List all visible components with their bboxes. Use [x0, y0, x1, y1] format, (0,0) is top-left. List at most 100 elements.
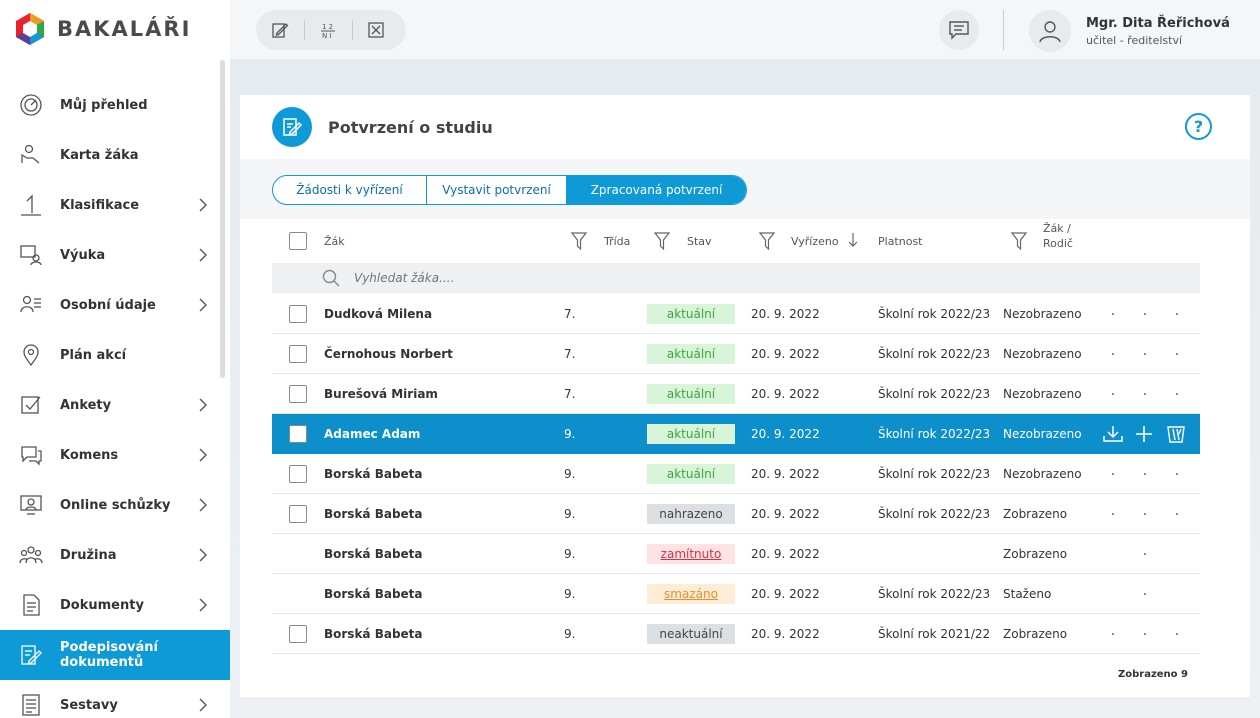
table-row[interactable]: Burešová Miriam 7. aktuální 20. 9. 2022 Škol…	[272, 374, 1200, 414]
chevron-right-icon[interactable]	[198, 597, 208, 613]
table-row[interactable]: Borská Babeta 9. smazáno 20. 9. 2022 Školní …	[272, 574, 1200, 614]
sidebar-item-label: Podepisování dokumentů	[60, 640, 158, 670]
row-action-dot[interactable]	[1144, 553, 1146, 555]
student-name[interactable]: Borská Babeta	[324, 547, 423, 561]
resolved-date: 20. 9. 2022	[751, 467, 820, 481]
row-action-dot[interactable]	[1176, 353, 1178, 355]
row-action-dot[interactable]	[1144, 473, 1146, 475]
row-action-dot[interactable]	[1144, 513, 1146, 515]
row-action-dot[interactable]	[1112, 393, 1114, 395]
status-badge[interactable]: smazáno	[647, 584, 735, 604]
tab-issue[interactable]: Vystavit potvrzení	[427, 176, 567, 204]
row-action-dot[interactable]	[1144, 353, 1146, 355]
sort-arrow-down-icon[interactable]	[848, 232, 858, 248]
student-name[interactable]: Dudková Milena	[324, 307, 433, 321]
plus-icon[interactable]	[1135, 425, 1153, 443]
student-name[interactable]: Borská Babeta	[324, 507, 423, 521]
student-name[interactable]: Borská Babeta	[324, 467, 423, 481]
row-action-dot[interactable]	[1144, 313, 1146, 315]
chevron-right-icon[interactable]	[198, 447, 208, 463]
avatar[interactable]	[1029, 10, 1071, 52]
chevron-right-icon[interactable]	[198, 547, 208, 563]
sidebar-item-document[interactable]: Dokumenty	[0, 580, 230, 630]
sidebar-item-student-card[interactable]: Karta žáka	[0, 130, 230, 180]
sidebar-item-dashboard[interactable]: Můj přehled	[0, 80, 230, 130]
row-action-dot[interactable]	[1112, 473, 1114, 475]
sidebar-item-group[interactable]: Družina	[0, 530, 230, 580]
table-row[interactable]: Černohous Norbert 7. aktuální 20. 9. 2022 Šk…	[272, 334, 1200, 374]
messages-button[interactable]	[939, 10, 979, 50]
chevron-right-icon[interactable]	[198, 297, 208, 313]
status-badge[interactable]: zamítnuto	[647, 544, 735, 564]
row-action-dot[interactable]	[1176, 313, 1178, 315]
sidebar-item-grade[interactable]: Klasifikace	[0, 180, 230, 230]
student-name[interactable]: Borská Babeta	[324, 627, 423, 641]
chevron-right-icon[interactable]	[198, 397, 208, 413]
chevron-right-icon[interactable]	[198, 197, 208, 213]
filter-icon[interactable]	[654, 232, 670, 250]
sidebar-item-personal-data[interactable]: Osobní údaje	[0, 280, 230, 330]
row-action-dot[interactable]	[1112, 633, 1114, 635]
row-checkbox[interactable]	[289, 465, 307, 483]
column-student[interactable]: Žák	[324, 235, 345, 248]
student-name[interactable]: Borská Babeta	[324, 587, 423, 601]
row-action-dot[interactable]	[1144, 393, 1146, 395]
row-checkbox[interactable]	[289, 385, 307, 403]
sidebar-item-teaching[interactable]: Výuka	[0, 230, 230, 280]
download-icon[interactable]	[1103, 425, 1123, 443]
logo[interactable]: BAKALÁŘI	[14, 12, 191, 46]
search-input[interactable]	[354, 271, 654, 285]
chevron-right-icon[interactable]	[198, 247, 208, 263]
row-checkbox[interactable]	[289, 345, 307, 363]
chevron-right-icon[interactable]	[198, 697, 208, 713]
student-name[interactable]: Burešová Miriam	[324, 387, 438, 401]
row-action-dot[interactable]	[1176, 393, 1178, 395]
sidebar-item-report[interactable]: Sestavy	[0, 680, 230, 718]
close-box-tool-button[interactable]	[352, 10, 400, 50]
row-checkbox[interactable]	[289, 505, 307, 523]
row-action-dot[interactable]	[1176, 513, 1178, 515]
sidebar-item-map-pin[interactable]: Plán akcí	[0, 330, 230, 380]
row-action-dot[interactable]	[1144, 593, 1146, 595]
table-row[interactable]: Dudková Milena 7. aktuální 20. 9. 2022 Školn…	[272, 294, 1200, 334]
row-checkbox[interactable]	[289, 425, 307, 443]
column-student-parent-line2[interactable]: Rodič	[1043, 237, 1073, 250]
student-name[interactable]: Černohous Norbert	[324, 347, 453, 361]
column-class[interactable]: Třída	[604, 235, 631, 248]
table-row[interactable]: Adamec Adam 9. aktuální 20. 9. 2022 Školní r…	[272, 414, 1200, 454]
tab-requests[interactable]: Žádosti k vyřízení	[273, 176, 427, 204]
row-action-dot[interactable]	[1176, 473, 1178, 475]
tab-processed[interactable]: Zpracovaná potvrzení	[567, 176, 746, 204]
sidebar-item-chat[interactable]: Komens	[0, 430, 230, 480]
filter-icon[interactable]	[571, 232, 587, 250]
row-action-dot[interactable]	[1112, 353, 1114, 355]
row-checkbox[interactable]	[289, 625, 307, 643]
row-action-dot[interactable]	[1144, 633, 1146, 635]
edit-tool-button[interactable]	[256, 10, 304, 50]
table-row[interactable]: Borská Babeta 9. neaktuální 20. 9. 2022 Škol…	[272, 614, 1200, 654]
row-action-dot[interactable]	[1176, 633, 1178, 635]
filter-icon[interactable]	[759, 232, 775, 250]
chevron-right-icon[interactable]	[198, 497, 208, 513]
row-checkbox[interactable]	[289, 305, 307, 323]
trash-icon[interactable]	[1167, 425, 1185, 443]
sidebar-item-sign-document[interactable]: Podepisování dokumentů	[0, 630, 230, 680]
row-action-dot[interactable]	[1112, 313, 1114, 315]
sidebar-item-video-meeting[interactable]: Online schůzky	[0, 480, 230, 530]
sidebar-item-survey[interactable]: Ankety	[0, 380, 230, 430]
table-row[interactable]: Borská Babeta 9. zamítnuto 20. 9. 2022 Zobra…	[272, 534, 1200, 574]
column-validity[interactable]: Platnost	[878, 235, 923, 248]
filter-icon[interactable]	[1011, 232, 1027, 250]
column-student-parent-line1[interactable]: Žák /	[1043, 222, 1071, 235]
row-action-dot[interactable]	[1112, 513, 1114, 515]
help-button[interactable]: ?	[1185, 113, 1212, 140]
column-status[interactable]: Stav	[687, 235, 712, 248]
table-row[interactable]: Borská Babeta 9. aktuální 20. 9. 2022 Školní…	[272, 454, 1200, 494]
sidebar-scrollbar[interactable]	[220, 60, 225, 378]
student-name[interactable]: Adamec Adam	[324, 427, 421, 441]
column-resolved[interactable]: Vyřízeno	[791, 235, 839, 248]
table-row[interactable]: Borská Babeta 9. nahrazeno 20. 9. 2022 Školn…	[272, 494, 1200, 534]
user-name[interactable]: Mgr. Dita Řeřichová	[1086, 16, 1230, 31]
select-all-checkbox[interactable]	[289, 232, 307, 250]
